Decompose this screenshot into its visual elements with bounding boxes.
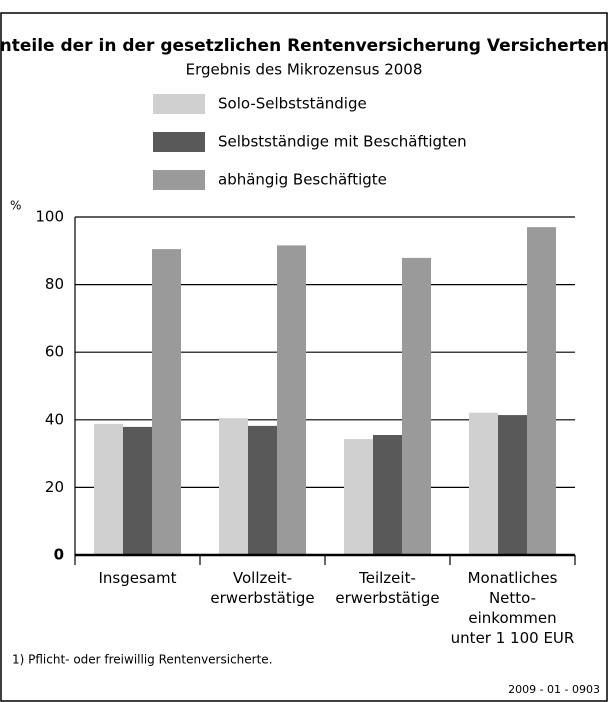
bar (498, 415, 527, 555)
y-tick-label: 100 (35, 208, 64, 226)
footnote: 1) Pflicht- oder freiwillig Rentenversic… (12, 653, 273, 667)
bar (402, 257, 431, 555)
bar (373, 435, 402, 555)
bar (248, 425, 277, 555)
bar (344, 439, 373, 555)
bar (94, 423, 123, 555)
y-tick-label: 40 (45, 410, 64, 428)
frame (0, 12, 608, 702)
legend-swatch (153, 170, 205, 190)
chart-title: Anteile der in der gesetzlichen Rentenve… (0, 33, 609, 56)
bar (527, 227, 556, 555)
y-unit: % (10, 199, 21, 213)
source-code: 2009 - 01 - 0903 (508, 683, 600, 696)
bar (152, 249, 181, 556)
y-tick-label: 20 (45, 478, 64, 496)
legend-label: Selbstständige mit Beschäftigten (218, 133, 467, 151)
x-tick-label: Monatliches Netto- einkommen unter 1 100… (450, 569, 575, 647)
y-tick-label: 60 (45, 343, 64, 361)
legend-label: abhängig Beschäftigte (218, 171, 387, 189)
y-tick-label: 80 (45, 275, 64, 293)
bar (123, 426, 152, 555)
legend-swatch (153, 94, 205, 114)
x-tick-label: Teilzeit- erwerbstätige (335, 569, 440, 607)
legend-swatch (153, 132, 205, 152)
legend-label: Solo-Selbstständige (218, 95, 367, 113)
y-tick-label: 0 (54, 546, 64, 564)
title-text: Anteile der in der gesetzlichen Rentenve… (0, 36, 609, 56)
subtitle: Ergebnis des Mikrozensus 2008 (186, 61, 423, 79)
x-tick-label: Insgesamt (98, 569, 177, 587)
x-tick-label: Vollzeit- erwerbstätige (210, 569, 315, 607)
bar (219, 418, 248, 555)
bar (277, 245, 306, 555)
bar (469, 412, 498, 555)
